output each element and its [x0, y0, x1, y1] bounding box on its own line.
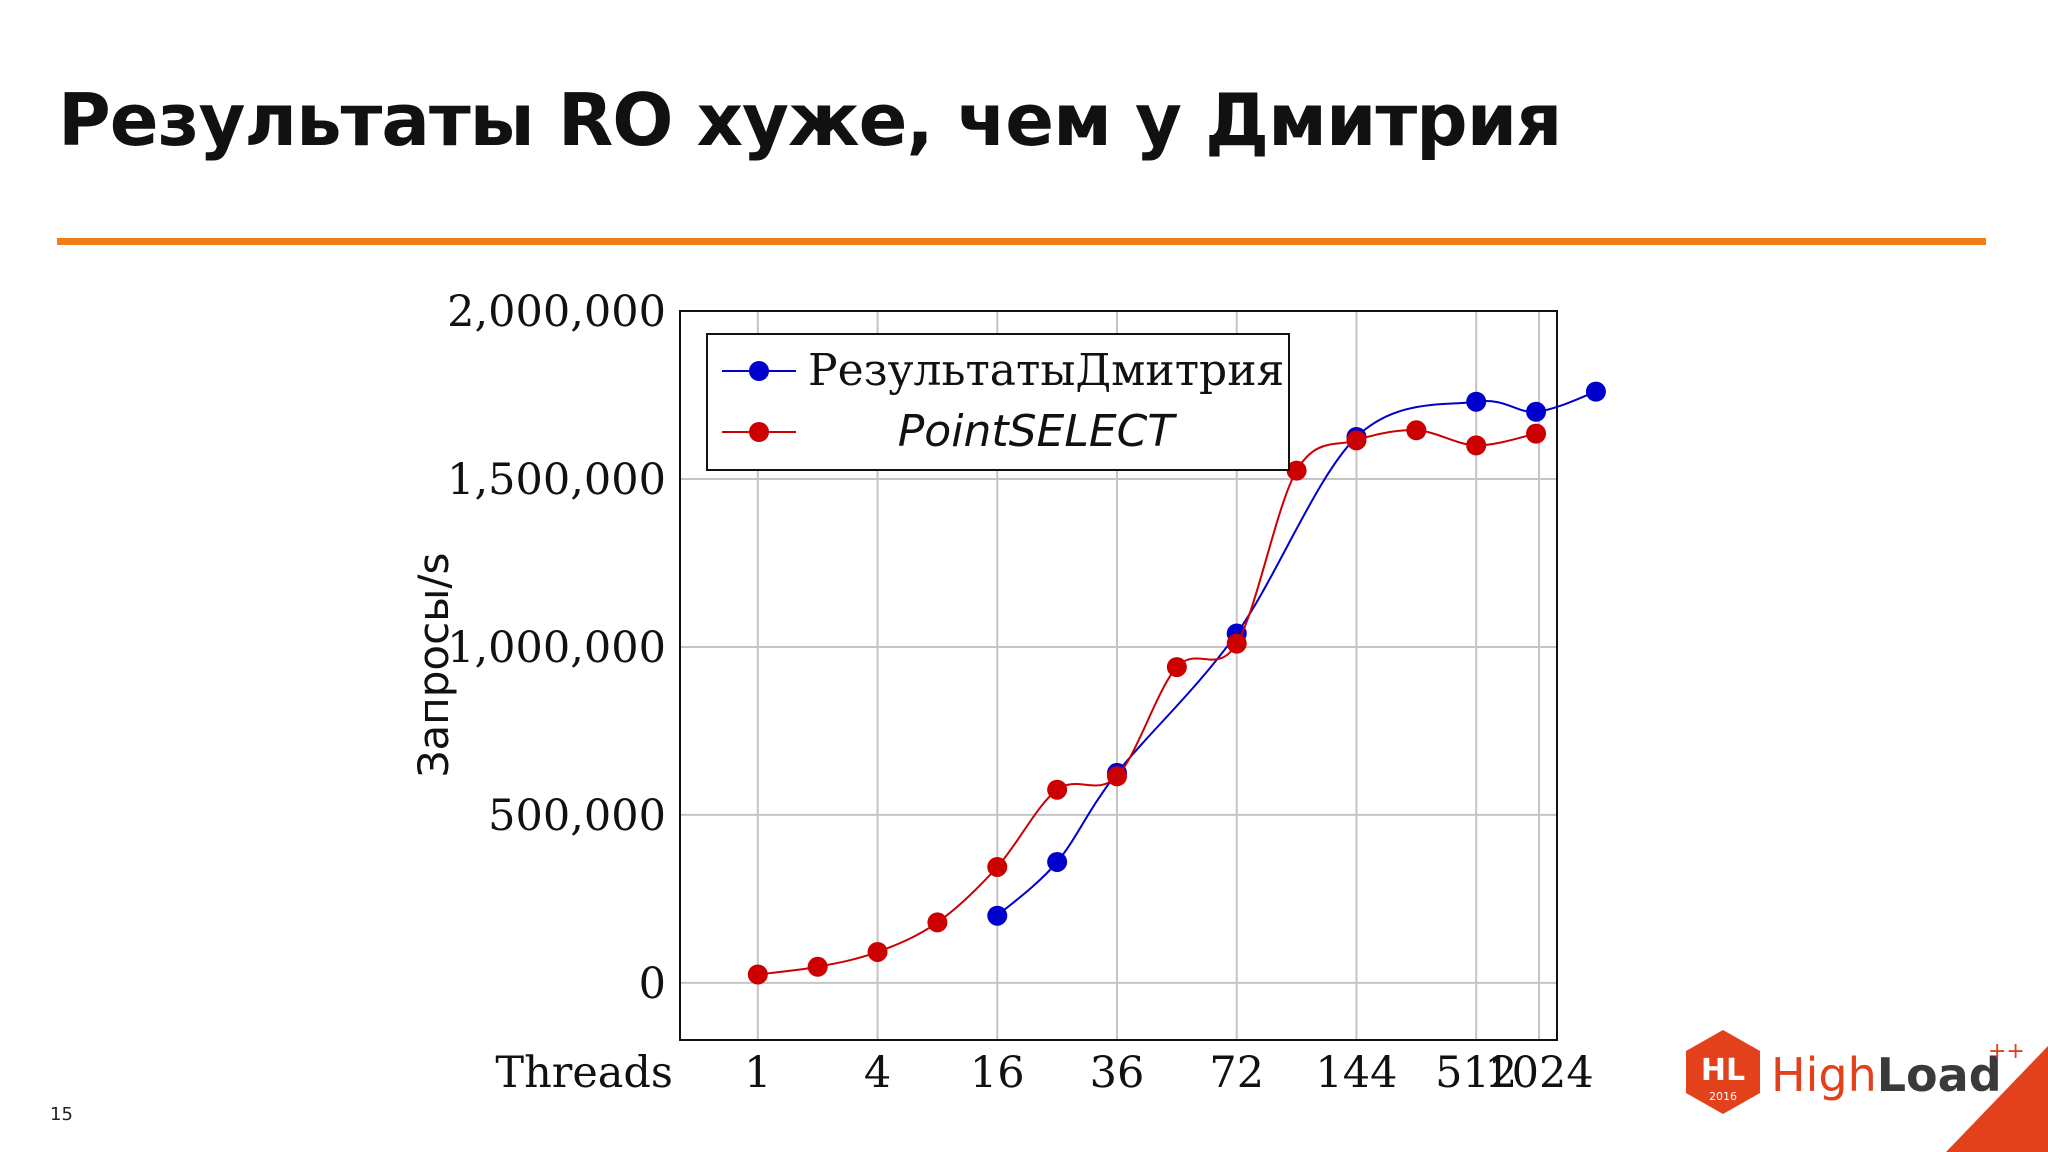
x-tick-label: 4: [864, 1048, 891, 1098]
series-line-1: [757, 429, 1537, 976]
x-tick-label: 144: [1315, 1048, 1397, 1098]
chart-series: [747, 381, 1606, 985]
series-point-1: [1286, 460, 1307, 481]
logo-badge-text: HL: [1701, 1053, 1745, 1088]
series-point-1: [1526, 423, 1547, 444]
logo-badge-icon: [1686, 1030, 1760, 1114]
x-tick-label: 16: [970, 1048, 1025, 1098]
legend-marker-dmitry: [749, 361, 769, 381]
legend-marker-pointselect: [749, 422, 769, 442]
x-tick-label: 512: [1435, 1048, 1517, 1098]
logo-word-bold: Load: [1877, 1048, 2002, 1102]
title-divider: [57, 238, 1986, 245]
series-line-0: [996, 390, 1597, 917]
series-point-1: [1047, 779, 1068, 800]
series-point-1: [927, 912, 948, 933]
series-point-1: [1226, 633, 1247, 654]
x-tick-label: 1: [744, 1048, 771, 1098]
series-point-1: [1107, 766, 1128, 787]
x-tick-label: 36: [1090, 1048, 1145, 1098]
series-point-1: [987, 856, 1008, 877]
series-point-1: [1466, 435, 1487, 456]
logo-wordmark: HighLoad: [1771, 1048, 2002, 1102]
logo-superscript: ++: [1988, 1039, 2025, 1064]
series-point-1: [1166, 657, 1187, 678]
highload-logo: HL 2016 HighLoad ++: [1686, 1030, 2048, 1152]
corner-triangle: [1946, 1046, 2048, 1152]
series-point-0: [1526, 401, 1547, 422]
legend-label-dmitry: РезультатыДмитрия: [808, 345, 1284, 396]
logo-word-light: High: [1771, 1048, 1877, 1102]
series-point-1: [867, 941, 888, 962]
x-axis-title: Threads: [495, 1048, 673, 1098]
x-tick-label: 72: [1209, 1048, 1264, 1098]
series-point-0: [1047, 851, 1068, 872]
x-tick-label: 1024: [1484, 1048, 1593, 1098]
series-point-1: [1346, 430, 1367, 451]
series-point-0: [1585, 381, 1606, 402]
y-tick-label: 2,000,000: [447, 287, 666, 337]
plot-frame: [679, 310, 1558, 1041]
chart-legend: РезультатыДмитрия PointSELECT: [706, 333, 1290, 471]
series-point-0: [987, 905, 1008, 926]
slide-title: Результаты RO хуже, чем у Дмитрия: [58, 78, 1562, 162]
series-point-1: [1406, 420, 1427, 441]
y-tick-label: 1,500,000: [447, 455, 666, 505]
y-axis-title: Запросы/s: [409, 553, 458, 778]
y-tick-labels: 0 500,000 1,000,000 1,500,000 2,000,000: [447, 287, 666, 1009]
legend-label-pointselect: PointSELECT: [898, 406, 1178, 457]
y-tick-label: 500,000: [488, 791, 666, 841]
series-point-0: [1466, 391, 1487, 412]
series-point-1: [747, 964, 768, 985]
legend-box: [706, 333, 1290, 471]
series-point-1: [807, 956, 828, 977]
logo-badge-year: 2016: [1709, 1090, 1737, 1103]
slide-number: 15: [50, 1104, 73, 1125]
y-tick-label: 1,000,000: [447, 623, 666, 673]
y-tick-label: 0: [639, 959, 666, 1009]
